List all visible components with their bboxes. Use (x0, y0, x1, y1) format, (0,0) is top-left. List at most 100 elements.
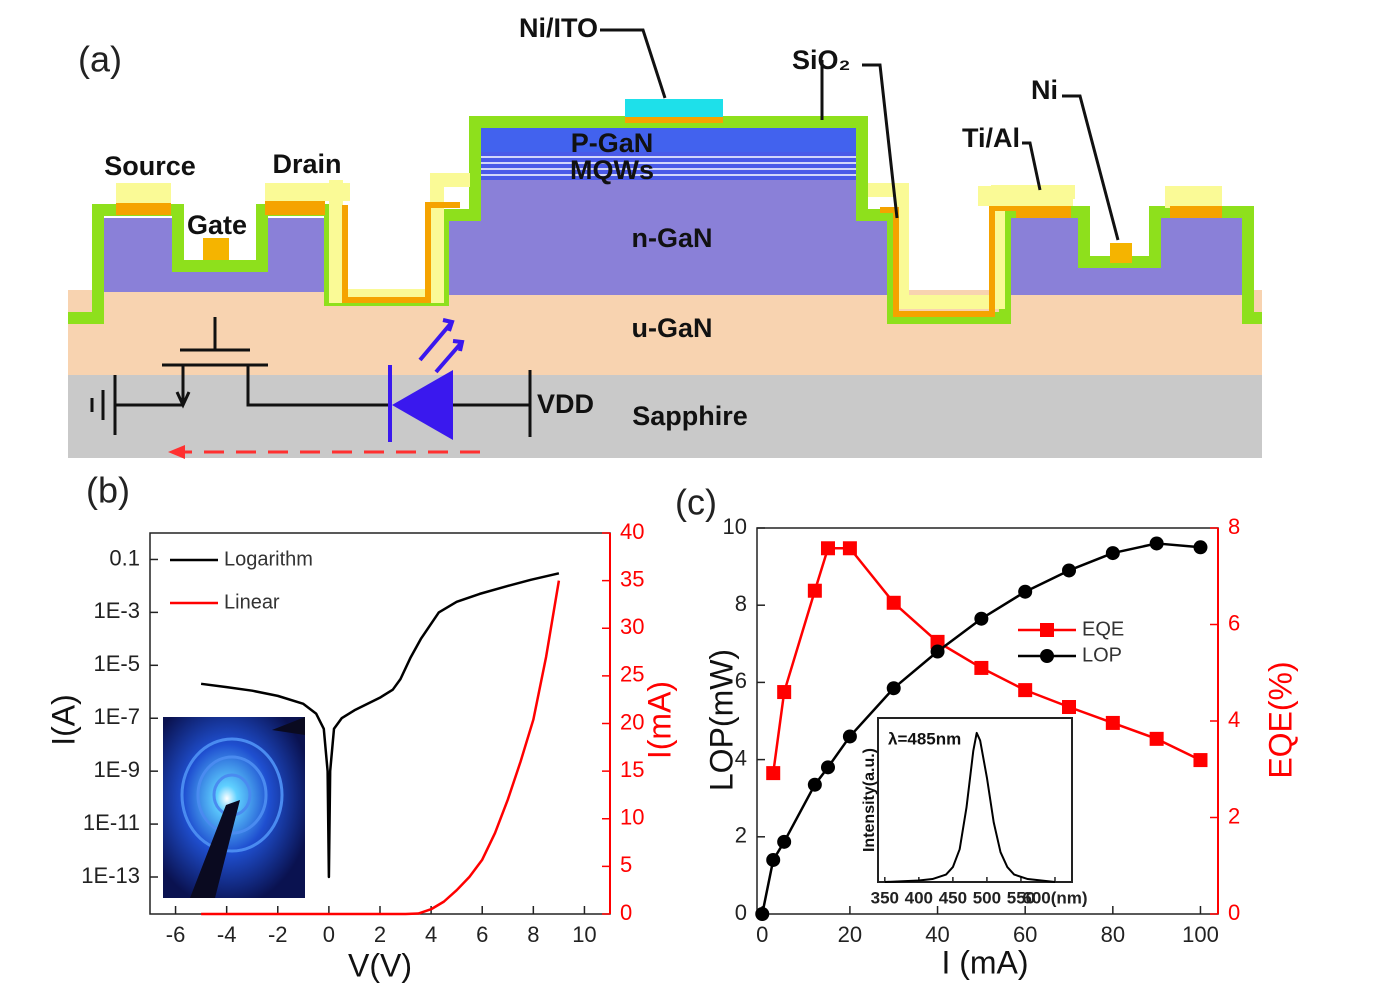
y2-tick-label: 6 (1228, 610, 1240, 635)
probe (272, 717, 305, 735)
y-axis-label: LOP(mW) (703, 649, 739, 791)
y2-axis-label: EQE(%) (1262, 661, 1298, 778)
callout-lines (600, 28, 1120, 241)
y-tick-label: 6 (735, 668, 747, 693)
x-axis-label: V(V) (348, 947, 412, 983)
marker (886, 681, 901, 696)
n-gan-right (1011, 218, 1242, 295)
y2-tick-label: 0 (1228, 900, 1240, 925)
panel-label: (a) (78, 39, 122, 80)
y-axis-label: I(A) (45, 694, 81, 746)
marker (766, 766, 781, 781)
emission-arrows (418, 318, 465, 374)
marker (842, 729, 857, 744)
x-tick-label: 4 (425, 922, 437, 947)
ti-al-pad (978, 186, 1073, 206)
y2-tick-label: 35 (620, 566, 644, 591)
callout-line (600, 28, 667, 99)
x-tick-label: 40 (925, 922, 949, 947)
layer-label: Sapphire (632, 401, 748, 431)
x-tick-label: 10 (572, 922, 596, 947)
panel-label: (b) (86, 470, 130, 511)
y2-tick-label: 5 (620, 852, 632, 877)
quantum-wells (481, 156, 856, 176)
marker (820, 541, 835, 556)
marker (886, 595, 901, 610)
n-gan-left (104, 218, 324, 292)
y-tick-label: 1E-3 (94, 598, 140, 623)
ni-contact (1110, 243, 1132, 263)
panel-label: (c) (675, 482, 717, 523)
contact-far-right (1170, 206, 1222, 218)
y2-tick-label: 0 (620, 900, 632, 925)
terminal-label: VDD (537, 389, 594, 419)
x-tick-label: 80 (1101, 922, 1125, 947)
x-tick-label: 0 (756, 922, 768, 947)
marker (820, 760, 835, 775)
x-tick-label: 550 (1007, 888, 1035, 907)
marker (766, 852, 781, 867)
contact-right (880, 205, 1070, 317)
marker (974, 611, 989, 626)
annotation: λ=485nm (888, 729, 961, 748)
series-line (761, 542, 1201, 915)
y-tick-label: 1E-11 (83, 810, 140, 835)
y2-tick-label: 30 (620, 614, 644, 639)
metal-left (329, 173, 470, 303)
x-tick-label: 60 (1013, 922, 1037, 947)
y2-tick-label: 2 (1228, 803, 1240, 828)
y-tick-label: 4 (735, 745, 747, 770)
y2-tick-label: 20 (620, 709, 644, 734)
callout-line (1022, 141, 1042, 191)
y2-tick-label: 8 (1228, 514, 1240, 539)
wires (90, 317, 532, 437)
y2-axis-label: I(mA) (641, 681, 677, 759)
x-tick-label: -4 (217, 922, 237, 947)
ni-layer (625, 117, 723, 123)
y-tick-label: 1E-5 (94, 651, 140, 676)
x-tick-label: 350 (871, 888, 899, 907)
x-tick-label: 2 (374, 922, 386, 947)
marker (755, 907, 770, 921)
series-line (201, 580, 561, 916)
marker (930, 644, 945, 659)
inset-photo (163, 717, 305, 898)
y-tick-label: 1E-13 (81, 863, 140, 888)
y2-tick-label: 15 (620, 757, 644, 782)
marker (777, 834, 792, 849)
legend-marker (1040, 623, 1054, 637)
drain-contact (265, 201, 325, 215)
x-tick-label: 450 (939, 888, 967, 907)
marker (1062, 700, 1077, 715)
y-tick-label: 2 (735, 823, 747, 848)
u-gan-layer (68, 290, 1262, 375)
chart: -6 -4 -2 0 2 4 6 8 10 0.1 1E-3 1E-5 1E-7 1E-9 1E-11 1E-… (45, 470, 677, 984)
x-tick-label: 600(nm) (1022, 888, 1087, 907)
y-tick-label: 1E-9 (94, 757, 140, 782)
mqw-layer (481, 152, 856, 180)
marker (930, 634, 945, 649)
marker (1018, 584, 1033, 599)
x-tick-label: 0 (323, 922, 335, 947)
callout-line (1062, 94, 1120, 241)
y2-tick-label: 4 (1228, 707, 1240, 732)
marker (842, 541, 857, 556)
y-tick-label: 0.1 (109, 545, 140, 570)
drain-pad (265, 183, 350, 201)
x-tick-label: 100 (1182, 922, 1219, 947)
circuit (90, 317, 532, 437)
x-tick-label: -6 (166, 922, 186, 947)
legend-label: Linear (224, 591, 280, 613)
y2-tick-label: 10 (620, 805, 644, 830)
y-tick-label: 8 (735, 591, 747, 616)
source-pad (116, 183, 171, 203)
layer-label: P-GaN (571, 128, 654, 158)
terminal-label: Drain (272, 149, 341, 179)
x-tick-label: 6 (476, 922, 488, 947)
x-tick-label: 500 (973, 888, 1001, 907)
callout-line (862, 63, 899, 219)
layer-label: u-GaN (632, 313, 713, 343)
marker (1193, 753, 1208, 768)
